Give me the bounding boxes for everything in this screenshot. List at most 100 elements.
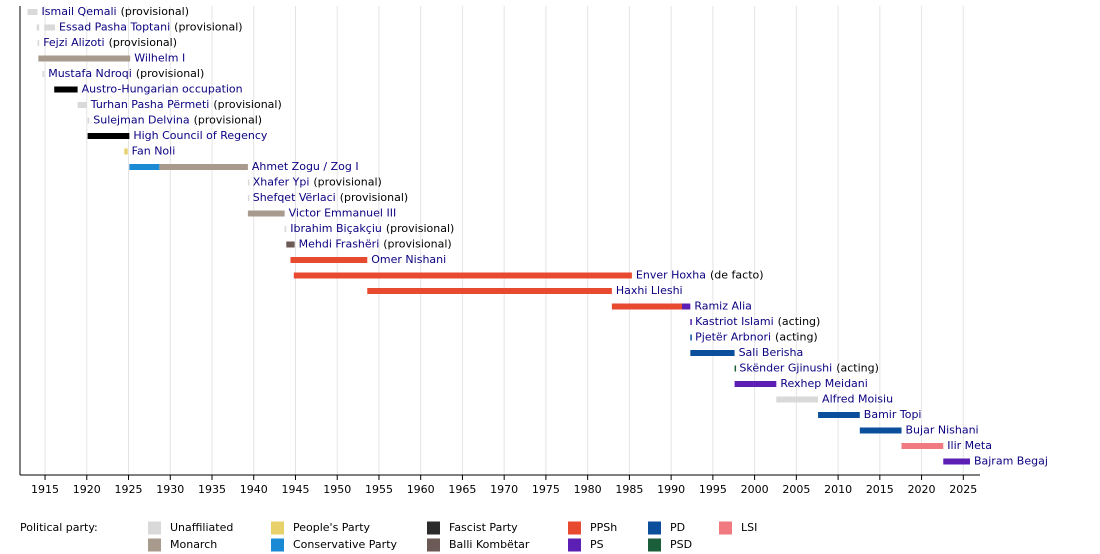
person-link[interactable]: Skënder Gjinushi [739, 362, 832, 375]
legend-label: PPSh [590, 521, 617, 534]
legend-swatch [148, 521, 161, 535]
person-link[interactable]: Wilhelm I [134, 52, 185, 65]
person-link[interactable]: Omer Nishani [371, 253, 446, 266]
term-bar [87, 133, 130, 139]
term-bar [284, 226, 287, 232]
person-link[interactable]: Shefqet Vërlaci [253, 191, 336, 204]
person-note: (acting) [836, 362, 879, 375]
legend-swatch [648, 521, 661, 535]
x-tick-label: 1945 [281, 483, 309, 496]
term-bar [690, 319, 692, 325]
person-link[interactable]: Enver Hoxha [636, 269, 706, 282]
term-bar [27, 9, 38, 15]
x-tick-label: 1960 [407, 483, 435, 496]
x-tick-label: 1955 [365, 483, 393, 496]
term-bar [159, 164, 248, 170]
person-link[interactable]: Victor Emmanuel III [289, 207, 397, 220]
term-bar [943, 458, 970, 465]
person-note: (acting) [775, 331, 818, 344]
x-tick-label: 1990 [657, 483, 685, 496]
x-tick-label: 1985 [615, 483, 643, 496]
legend-label: PS [590, 538, 604, 551]
legend-swatch [719, 521, 732, 535]
x-tick-label: 1970 [490, 483, 518, 496]
x-tick-label: 1995 [699, 483, 727, 496]
person-note: (provisional) [340, 191, 408, 204]
term-bar [54, 86, 78, 93]
term-bar [44, 24, 56, 31]
person-note: (acting) [778, 315, 821, 328]
term-bar [776, 396, 819, 403]
person-link[interactable]: Fan Noli [132, 145, 176, 158]
legend-label: Unaffiliated [170, 521, 233, 534]
term-bar [818, 412, 860, 418]
term-bar [286, 241, 295, 248]
term-bar [901, 443, 944, 449]
x-tick-label: 1930 [156, 483, 184, 496]
person-link[interactable]: Rexhep Meidani [780, 377, 868, 390]
x-tick-label: 1965 [448, 483, 476, 496]
person-link[interactable]: Essad Pasha Toptani [59, 21, 170, 34]
person-link[interactable]: Ahmet Zogu / Zog I [252, 160, 359, 173]
person-link[interactable]: Ilir Meta [947, 439, 992, 452]
person-link[interactable]: Austro-Hungarian occupation [82, 83, 243, 96]
term-bar [247, 179, 250, 186]
person-note: (provisional) [386, 222, 454, 235]
person-link[interactable]: Sali Berisha [739, 346, 804, 359]
term-bar [734, 381, 777, 387]
person-note: (provisional) [174, 21, 242, 34]
legend-swatch [148, 538, 161, 552]
term-bar [247, 195, 250, 201]
x-tick-label: 2000 [741, 483, 769, 496]
legend-label: People's Party [293, 521, 371, 534]
term-bar [37, 40, 40, 46]
person-link[interactable]: Alfred Moisiu [822, 393, 893, 406]
legend-swatch [568, 538, 581, 552]
person-link[interactable]: Ismail Qemali [42, 5, 117, 18]
term-bar [690, 334, 692, 341]
x-tick-label: 1920 [73, 483, 101, 496]
person-link[interactable]: Kastriot Islami [695, 315, 773, 328]
person-link[interactable]: Pjetër Arbnori [695, 331, 771, 344]
legend-swatch [427, 521, 440, 535]
term-bar [87, 117, 90, 124]
term-bar [681, 303, 691, 310]
legend-label: PD [670, 521, 685, 534]
term-bar [124, 148, 128, 155]
legend-label: Monarch [170, 538, 217, 551]
term-bar [247, 210, 285, 217]
person-link[interactable]: Fejzi Alizoti [43, 36, 104, 49]
person-link[interactable]: High Council of Regency [133, 129, 268, 142]
person-note: (provisional) [121, 5, 189, 18]
person-note: (provisional) [383, 238, 451, 251]
person-link[interactable]: Bujar Nishani [906, 424, 979, 437]
term-bar [611, 303, 682, 310]
person-link[interactable]: Sulejman Delvina [93, 114, 189, 127]
term-bar [77, 102, 87, 108]
person-note: (provisional) [194, 114, 262, 127]
legend-swatch [271, 521, 284, 535]
person-link[interactable]: Haxhi Lleshi [616, 284, 683, 297]
x-tick-label: 2005 [782, 483, 810, 496]
term-bar [293, 272, 632, 279]
person-link[interactable]: Bajram Begaj [974, 455, 1048, 468]
x-tick-label: 1975 [532, 483, 560, 496]
legend-label: PSD [670, 538, 692, 551]
term-bar [290, 257, 368, 263]
person-link[interactable]: Ramiz Alia [694, 300, 752, 313]
person-link[interactable]: Bamir Topi [864, 408, 922, 421]
person-link[interactable]: Turhan Pasha Përmeti [90, 98, 210, 111]
x-tick-label: 2020 [908, 483, 936, 496]
person-link[interactable]: Ibrahim Biçakçiu [290, 222, 382, 235]
person-link[interactable]: Mehdi Frashëri [299, 238, 380, 251]
term-bar [129, 164, 160, 170]
person-link[interactable]: Xhafer Ypi [253, 176, 310, 189]
legend-label: Balli Kombëtar [449, 538, 530, 551]
x-tick-label: 1940 [240, 483, 268, 496]
x-tick-label: 1980 [574, 483, 602, 496]
legend-swatch [648, 538, 661, 552]
term-bar [38, 55, 131, 62]
person-link[interactable]: Mustafa Ndroqi [48, 67, 132, 80]
person-note: (provisional) [213, 98, 281, 111]
